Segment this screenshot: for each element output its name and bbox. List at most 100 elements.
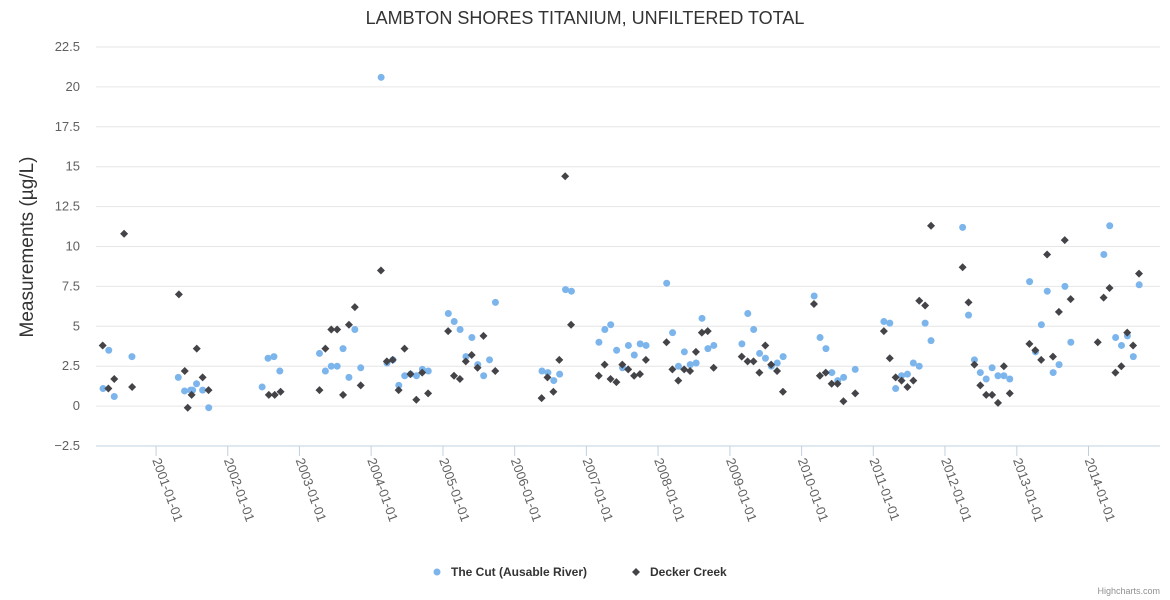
data-point[interactable]	[703, 327, 712, 336]
data-point[interactable]	[750, 325, 758, 333]
data-point[interactable]	[270, 390, 279, 399]
data-point[interactable]	[418, 368, 427, 377]
data-point[interactable]	[450, 371, 459, 380]
data-point[interactable]	[607, 321, 615, 329]
data-point[interactable]	[468, 333, 476, 341]
data-point[interactable]	[816, 333, 824, 341]
data-point[interactable]	[891, 373, 900, 382]
data-point[interactable]	[538, 367, 546, 375]
data-point[interactable]	[1043, 287, 1051, 295]
data-point[interactable]	[833, 379, 842, 388]
data-point[interactable]	[1055, 361, 1063, 369]
data-point[interactable]	[810, 292, 818, 300]
data-point[interactable]	[898, 372, 906, 380]
data-point[interactable]	[128, 353, 136, 361]
data-point[interactable]	[1067, 338, 1075, 346]
data-point[interactable]	[264, 390, 273, 399]
data-point[interactable]	[555, 355, 564, 364]
data-point[interactable]	[618, 360, 627, 369]
data-point[interactable]	[1006, 375, 1014, 383]
data-point[interactable]	[1112, 333, 1120, 341]
data-point[interactable]	[562, 286, 570, 294]
data-point[interactable]	[1000, 372, 1008, 380]
data-point[interactable]	[822, 345, 830, 353]
data-point[interactable]	[606, 374, 615, 383]
data-point[interactable]	[692, 359, 700, 367]
data-point[interactable]	[601, 325, 609, 333]
data-point[interactable]	[1048, 352, 1057, 361]
data-point[interactable]	[709, 363, 718, 372]
data-point[interactable]	[982, 375, 990, 383]
data-point[interactable]	[180, 366, 189, 375]
data-point[interactable]	[549, 387, 558, 396]
data-point[interactable]	[958, 263, 967, 272]
data-point[interactable]	[668, 365, 677, 374]
data-point[interactable]	[903, 370, 911, 378]
data-point[interactable]	[773, 359, 781, 367]
data-point[interactable]	[959, 223, 967, 231]
data-point[interactable]	[815, 371, 824, 380]
data-point[interactable]	[921, 319, 929, 327]
data-point[interactable]	[450, 318, 458, 326]
data-point[interactable]	[965, 311, 973, 319]
data-point[interactable]	[561, 172, 570, 181]
data-point[interactable]	[642, 341, 650, 349]
legend-item-decker-creek[interactable]: Decker Creek	[632, 565, 727, 579]
data-point[interactable]	[550, 377, 558, 385]
data-point[interactable]	[1054, 307, 1063, 316]
data-point[interactable]	[915, 362, 923, 370]
data-point[interactable]	[903, 382, 912, 391]
data-point[interactable]	[885, 354, 894, 363]
data-point[interactable]	[970, 356, 978, 364]
data-point[interactable]	[321, 344, 330, 353]
data-point[interactable]	[315, 349, 323, 357]
data-point[interactable]	[455, 374, 464, 383]
data-point[interactable]	[710, 341, 718, 349]
data-point[interactable]	[828, 369, 836, 377]
data-point[interactable]	[128, 382, 137, 391]
data-point[interactable]	[897, 376, 906, 385]
data-point[interactable]	[821, 368, 830, 377]
data-point[interactable]	[737, 352, 746, 361]
data-point[interactable]	[921, 301, 930, 310]
data-point[interactable]	[612, 378, 621, 387]
data-point[interactable]	[761, 341, 770, 350]
data-point[interactable]	[1043, 250, 1052, 259]
data-point[interactable]	[927, 337, 935, 345]
data-point[interactable]	[345, 373, 353, 381]
data-point[interactable]	[401, 372, 409, 380]
data-point[interactable]	[351, 325, 359, 333]
data-point[interactable]	[749, 357, 758, 366]
data-point[interactable]	[567, 320, 576, 329]
data-point[interactable]	[462, 353, 470, 361]
data-point[interactable]	[1025, 339, 1034, 348]
data-point[interactable]	[376, 266, 385, 275]
data-point[interactable]	[624, 341, 632, 349]
data-point[interactable]	[276, 387, 285, 396]
data-point[interactable]	[892, 385, 900, 393]
data-point[interactable]	[99, 385, 107, 393]
data-point[interactable]	[1134, 269, 1143, 278]
data-point[interactable]	[686, 361, 694, 369]
data-point[interactable]	[544, 369, 552, 377]
data-point[interactable]	[424, 389, 433, 398]
data-point[interactable]	[999, 362, 1008, 371]
data-point[interactable]	[480, 372, 488, 380]
data-point[interactable]	[909, 376, 918, 385]
data-point[interactable]	[886, 319, 894, 327]
data-point[interactable]	[778, 387, 787, 396]
data-point[interactable]	[356, 381, 365, 390]
data-point[interactable]	[595, 338, 603, 346]
data-point[interactable]	[104, 384, 113, 393]
data-point[interactable]	[743, 357, 752, 366]
data-point[interactable]	[339, 345, 347, 353]
data-point[interactable]	[662, 338, 671, 347]
data-point[interactable]	[357, 364, 365, 372]
data-point[interactable]	[479, 331, 488, 340]
data-point[interactable]	[388, 355, 397, 364]
data-point[interactable]	[879, 327, 888, 336]
data-point[interactable]	[456, 325, 464, 333]
data-point[interactable]	[444, 310, 452, 318]
legend-item-the-cut[interactable]: The Cut (Ausable River)	[433, 565, 588, 579]
data-point[interactable]	[1106, 222, 1114, 230]
